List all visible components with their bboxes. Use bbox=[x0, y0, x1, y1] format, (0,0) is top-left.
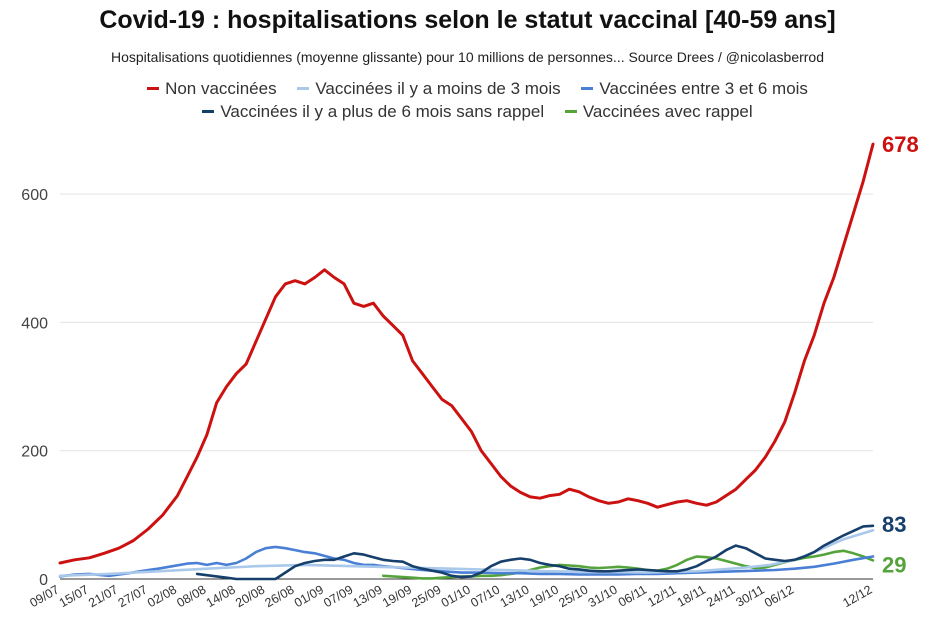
x-tick-label: 26/08 bbox=[262, 582, 296, 610]
x-tick-label: 24/11 bbox=[704, 582, 737, 609]
x-tick-label: 06/12 bbox=[762, 582, 796, 610]
legend-item-plus-6-mois: Vaccinées il y a plus de 6 mois sans rap… bbox=[202, 100, 544, 123]
series-line-3 bbox=[195, 524, 875, 581]
legend-swatch bbox=[297, 87, 310, 91]
chart-title: Covid-19 : hospitalisations selon le sta… bbox=[99, 6, 836, 34]
y-tick-label: 400 bbox=[21, 315, 48, 332]
x-tick-label: 12/11 bbox=[645, 582, 678, 609]
x-tick-label: 31/10 bbox=[586, 582, 620, 610]
legend-swatch bbox=[147, 87, 160, 91]
x-tick-label: 01/10 bbox=[439, 582, 473, 610]
legend-item-avec-rappel: Vaccinées avec rappel bbox=[564, 100, 753, 123]
legend-label: Vaccinées il y a moins de 3 mois bbox=[315, 79, 561, 98]
x-tick-label: 15/07 bbox=[57, 582, 91, 610]
x-tick-label: 19/10 bbox=[527, 582, 561, 610]
x-tick-label: 01/09 bbox=[292, 582, 326, 610]
legend-swatch bbox=[202, 110, 215, 114]
end-value-label: 29 bbox=[882, 552, 906, 577]
legend-swatch bbox=[581, 87, 594, 91]
x-tick-label: 13/09 bbox=[351, 582, 385, 610]
legend-label: Vaccinées il y a plus de 6 mois sans rap… bbox=[220, 102, 545, 121]
x-tick-label: 25/10 bbox=[556, 582, 590, 610]
legend: Non vaccinées Vaccinées il y a moins de … bbox=[60, 77, 895, 123]
legend-item-moins-3-mois: Vaccinées il y a moins de 3 mois bbox=[297, 77, 561, 100]
x-tick-label: 19/09 bbox=[380, 582, 414, 610]
x-tick-label: 14/08 bbox=[204, 582, 238, 610]
x-tick-label: 08/08 bbox=[174, 582, 208, 610]
end-value-label: 83 bbox=[882, 512, 906, 537]
series-line-2 bbox=[58, 545, 875, 578]
x-tick-label: 21/07 bbox=[86, 582, 120, 610]
legend-label: Non vaccinées bbox=[165, 79, 277, 98]
legend-swatch bbox=[564, 110, 577, 114]
x-tick-label: 25/09 bbox=[409, 582, 443, 610]
x-tick-label: 12/12 bbox=[840, 582, 874, 610]
x-tick-label: 07/09 bbox=[321, 582, 355, 610]
y-tick-label: 0 bbox=[39, 572, 48, 589]
x-tick-label: 20/08 bbox=[233, 582, 267, 610]
legend-item-non-vaccinees: Non vaccinées bbox=[147, 77, 277, 100]
y-tick-label: 600 bbox=[21, 187, 48, 204]
legend-item-3-6-mois: Vaccinées entre 3 et 6 mois bbox=[581, 77, 808, 100]
x-tick-label: 27/07 bbox=[116, 582, 150, 610]
chart-subtitle: Hospitalisations quotidiennes (moyenne g… bbox=[110, 49, 825, 65]
x-tick-label: 30/11 bbox=[733, 582, 766, 609]
series-line-1 bbox=[58, 529, 875, 578]
series-line-0 bbox=[58, 142, 875, 565]
x-tick-label: 07/10 bbox=[468, 582, 502, 610]
y-tick-label: 200 bbox=[21, 444, 48, 461]
x-tick-label: 02/08 bbox=[145, 582, 179, 610]
end-value-label: 678 bbox=[882, 132, 919, 157]
x-tick-label: 18/11 bbox=[675, 582, 708, 609]
x-tick-label: 06/11 bbox=[616, 582, 649, 609]
x-tick-label: 13/10 bbox=[498, 582, 532, 610]
legend-label: Vaccinées entre 3 et 6 mois bbox=[599, 79, 808, 98]
legend-label: Vaccinées avec rappel bbox=[582, 102, 753, 121]
